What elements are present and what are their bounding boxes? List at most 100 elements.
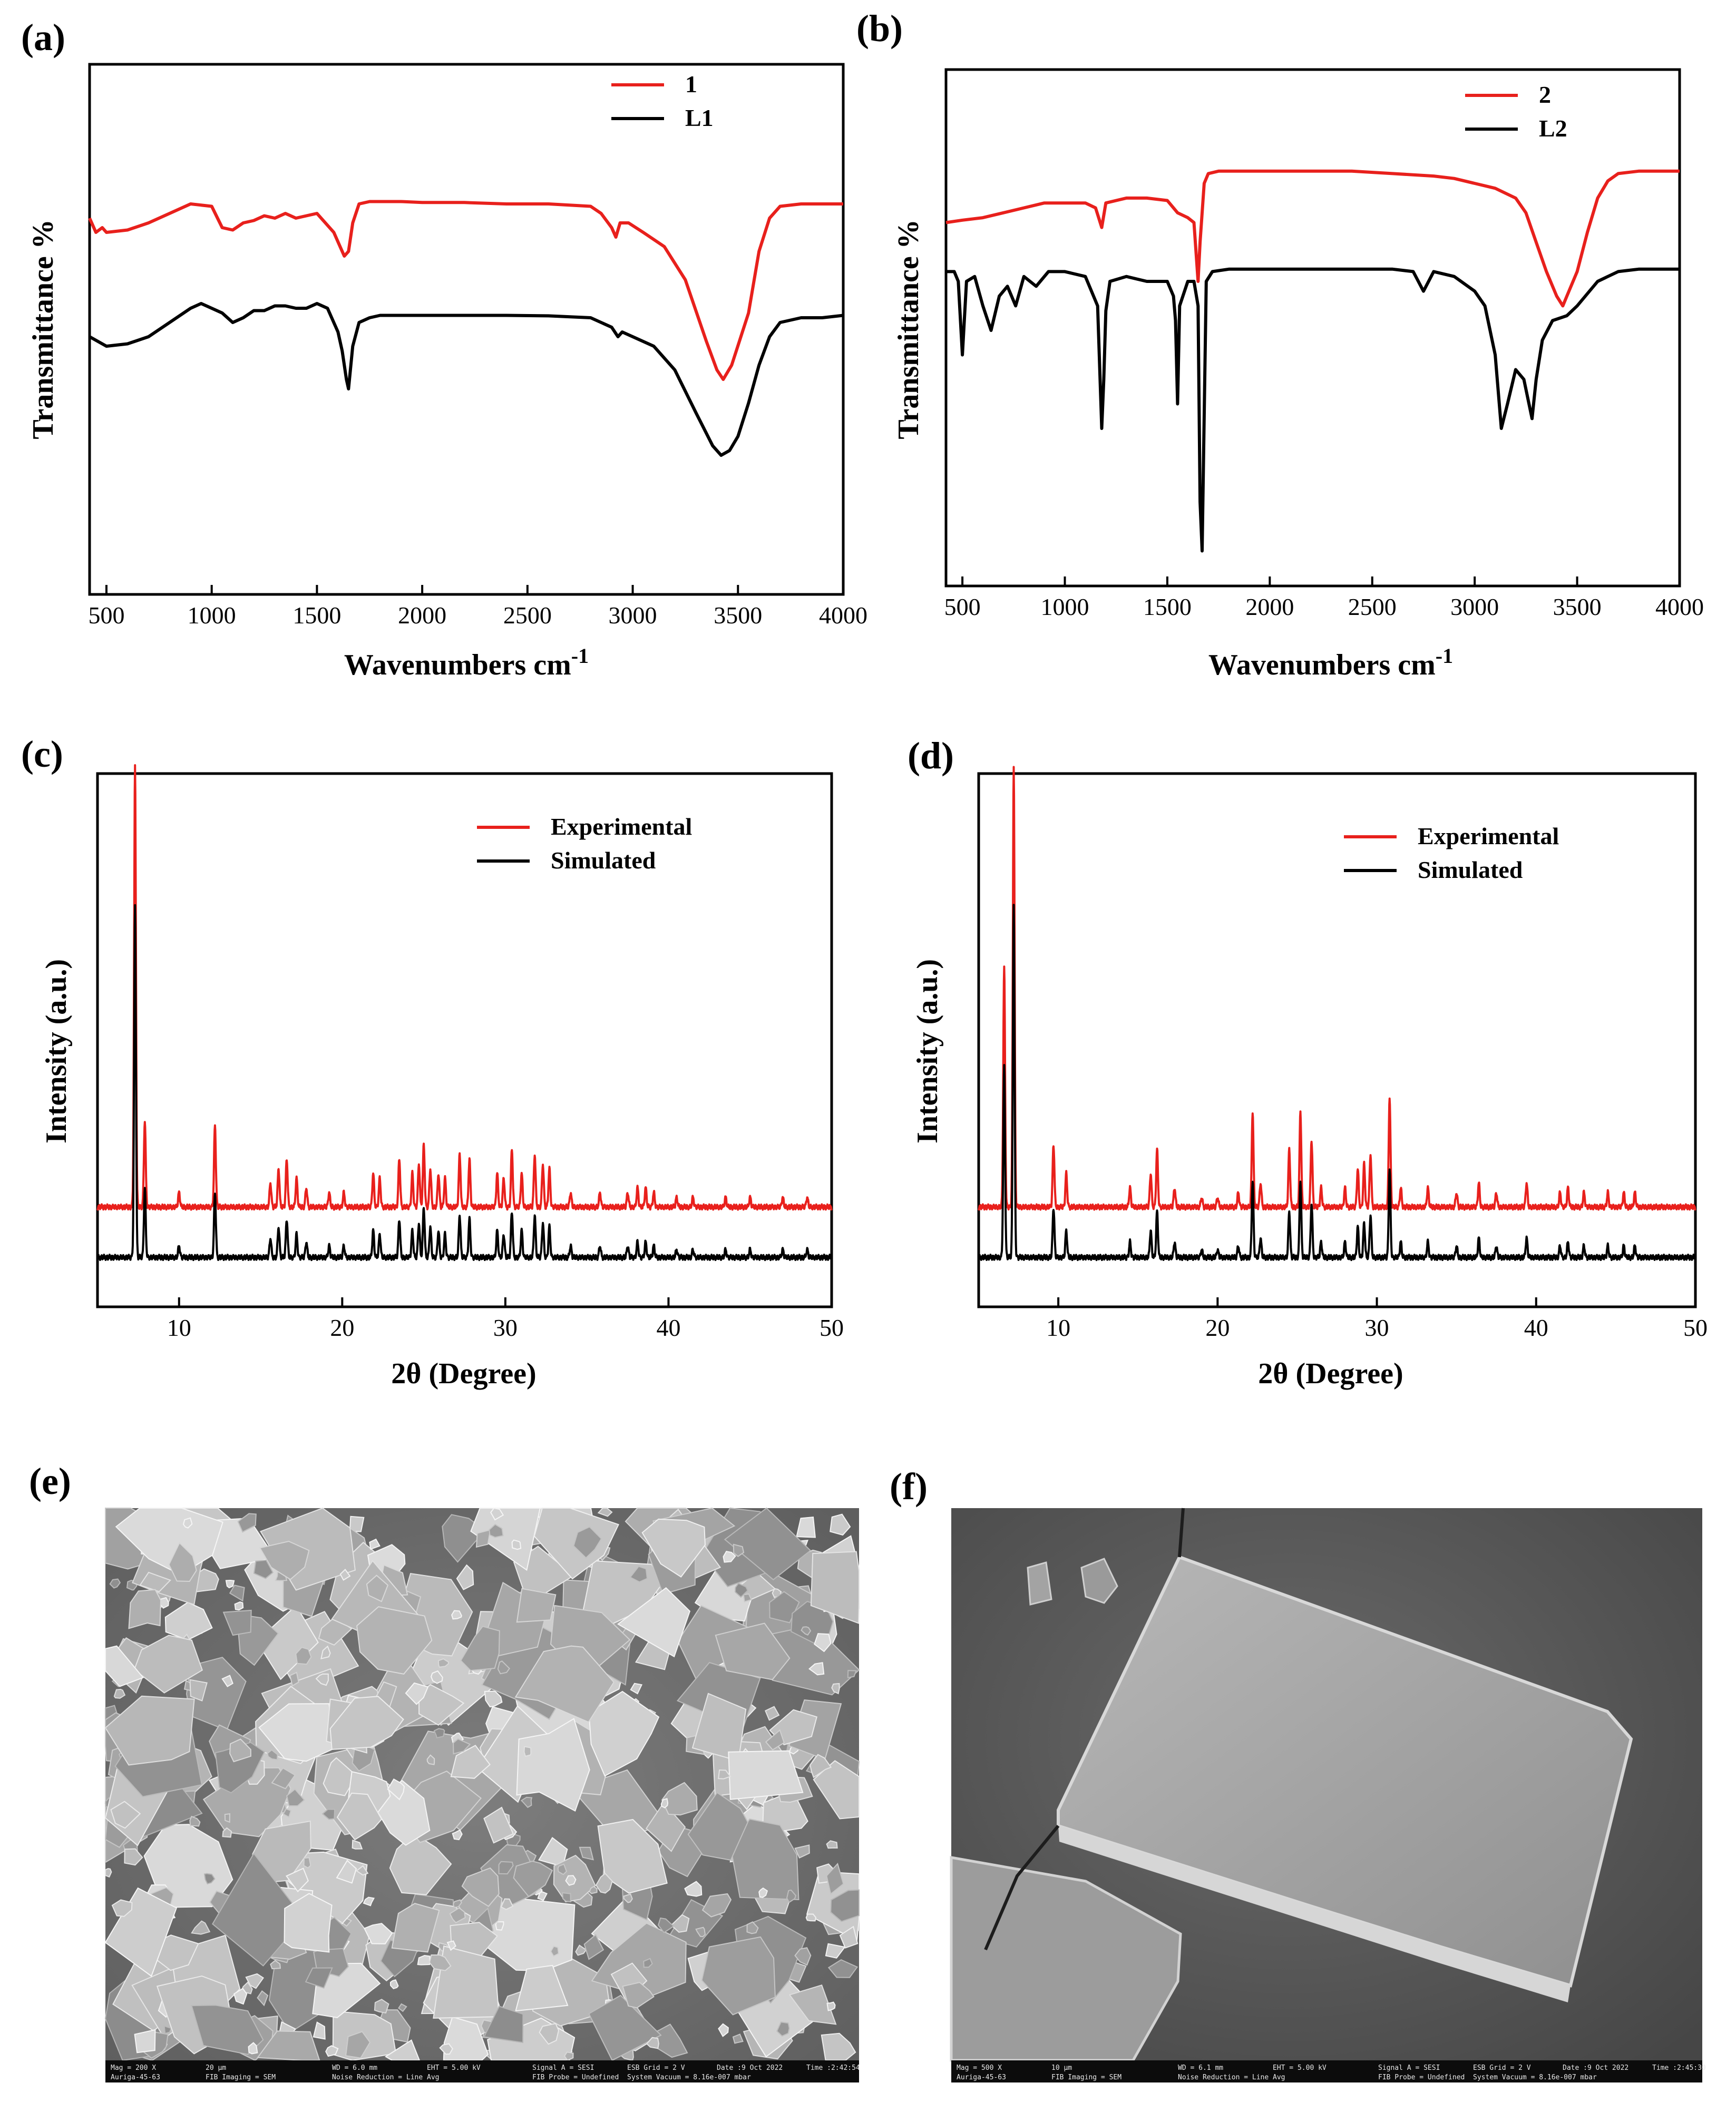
sem-databar-text: Mag = 500 X 10 µm WD = 6.1 mm EHT = 5.00 kV… bbox=[957, 2064, 1706, 2081]
x-tick-label: 50 bbox=[820, 1314, 844, 1341]
crystal-fragment-small bbox=[1027, 1561, 1052, 1606]
crystal-fragment bbox=[489, 1523, 504, 1538]
x-tick-label: 4000 bbox=[1655, 593, 1704, 620]
x-tick-label: 3000 bbox=[1450, 593, 1499, 620]
crystal-fragment bbox=[374, 1999, 389, 2014]
crystal-fragment bbox=[189, 1815, 201, 1827]
crystal-fragment bbox=[336, 1860, 357, 1884]
legend-label: Experimental bbox=[1418, 823, 1559, 849]
crystal-fragment bbox=[786, 1889, 797, 1903]
x-axis-title-main: Wavenumbers cm bbox=[344, 649, 571, 681]
crystal-fragment bbox=[723, 1550, 736, 1563]
legend-label: Simulated bbox=[1418, 856, 1523, 883]
crystal-fragment bbox=[229, 1585, 245, 1602]
sem-databar-item: FIB Probe = Undefined bbox=[532, 2074, 619, 2081]
series-line-simulated bbox=[96, 904, 833, 1262]
x-axis-title: Wavenumbers cm-1 bbox=[1208, 644, 1453, 681]
crystal-fragment bbox=[339, 1568, 351, 1581]
crystal-fragment bbox=[537, 1891, 548, 1901]
sem-databar-item: Date :9 Oct 2022 bbox=[1563, 2064, 1628, 2072]
x-axis-title: 2θ (Degree) bbox=[1258, 1357, 1403, 1390]
crystal-fragment bbox=[233, 1988, 248, 2005]
x-tick-label: 1000 bbox=[188, 602, 236, 629]
crystal-fragment bbox=[268, 1945, 323, 2033]
crystal-fragment bbox=[225, 1579, 235, 1589]
crystal-fragment bbox=[557, 1863, 568, 1875]
sem-databar-item: 10 µm bbox=[1051, 2064, 1072, 2072]
crystal-fragment bbox=[270, 1960, 281, 1970]
crystal-fragment bbox=[284, 1893, 333, 1953]
crystal-fragment bbox=[743, 1593, 753, 1602]
crystal-fragment bbox=[813, 1760, 860, 1820]
legend-label: L2 bbox=[1539, 115, 1567, 142]
crystal-fragment bbox=[830, 1513, 851, 1536]
x-tick-label: 1500 bbox=[1143, 593, 1192, 620]
crystal-fragment bbox=[313, 2021, 326, 2040]
crystal-fragment bbox=[456, 1564, 474, 1590]
crystal-fragment bbox=[579, 1846, 594, 1861]
crystal-fragment bbox=[446, 1940, 456, 1951]
crystal-fragment bbox=[814, 1633, 832, 1653]
crystal-fragment bbox=[788, 1984, 837, 2025]
crystal-fragment bbox=[203, 1873, 216, 1884]
crystal-fragment bbox=[515, 1964, 569, 2012]
crystal-fragment bbox=[451, 1610, 462, 1620]
x-tick-label: 40 bbox=[1524, 1314, 1548, 1341]
crystal-fragment bbox=[461, 1867, 500, 1908]
panel-label-f: (f) bbox=[890, 1465, 928, 1508]
crystal-fragment bbox=[847, 1670, 857, 1678]
sem-databar-item: System Vacuum = 8.16e-007 mbar bbox=[1473, 2074, 1597, 2081]
x-axis-title-superscript: -1 bbox=[1436, 644, 1453, 668]
crystal-fragment bbox=[758, 1887, 768, 1898]
crystal-fragment bbox=[229, 1738, 251, 1763]
crystal-fragment bbox=[498, 1861, 514, 1875]
crystal-fragment bbox=[810, 1754, 832, 1778]
crystal-fragment bbox=[105, 1645, 144, 1687]
series-line-l2 bbox=[946, 267, 1680, 553]
crystal-fragment bbox=[657, 1917, 675, 1933]
crystal-fragment bbox=[597, 1508, 613, 1517]
y-axis-title: Intensity (a.u.) bbox=[40, 959, 73, 1143]
sem-databar-item: Time :2:42:54 bbox=[806, 2064, 860, 2072]
crystal-fragment bbox=[484, 1690, 503, 1708]
crystal-fragment bbox=[124, 1848, 143, 1866]
x-tick-label: 500 bbox=[88, 602, 124, 629]
crystal-fragment bbox=[387, 1778, 405, 1801]
x-tick-label: 10 bbox=[1046, 1314, 1070, 1341]
crystal-fragment bbox=[839, 1925, 859, 1949]
crystal-fragment bbox=[765, 1729, 785, 1751]
crystal-fragment bbox=[550, 1945, 559, 1957]
crystal-fragment bbox=[805, 1913, 817, 1922]
crystal-fragment bbox=[224, 1813, 231, 1823]
sem-databar-item: Date :9 Oct 2022 bbox=[717, 2064, 783, 2072]
crystal-fragment bbox=[715, 1622, 791, 1680]
sem-databar bbox=[951, 2060, 1702, 2082]
crystal-fragment bbox=[234, 1601, 244, 1611]
crystal-fragment bbox=[794, 1947, 812, 1966]
x-tick-label: 20 bbox=[1205, 1314, 1230, 1341]
crystal-fragment bbox=[323, 1757, 357, 1796]
series-lines bbox=[978, 766, 1696, 1262]
crystal-fragment bbox=[214, 1742, 265, 1794]
sem-databar bbox=[105, 2060, 859, 2082]
crystal-fragment bbox=[617, 1587, 691, 1658]
crystal-fragment bbox=[453, 1738, 471, 1755]
crystal-fragment bbox=[724, 1507, 812, 1581]
x-tick-label: 10 bbox=[167, 1314, 191, 1341]
crystal-fragment bbox=[222, 1827, 232, 1838]
crystal-fragment bbox=[643, 1958, 653, 1968]
sem-databar-item: Noise Reduction = Line Avg bbox=[1178, 2074, 1285, 2081]
crystal-fragment bbox=[562, 1892, 571, 1902]
crystal-fragment bbox=[746, 1921, 759, 1934]
panel-label-b: (b) bbox=[856, 7, 903, 50]
crystal-fragment bbox=[257, 1990, 269, 2007]
crystal-fragment bbox=[389, 1979, 399, 1990]
plot-frame bbox=[977, 772, 1697, 1308]
crystal-fragment bbox=[460, 1626, 500, 1671]
crystal-fragment bbox=[808, 1662, 825, 1676]
sem-databar-item: 20 µm bbox=[206, 2064, 226, 2072]
substrate-crack bbox=[984, 1508, 1185, 1951]
crystal-fragment bbox=[728, 1750, 804, 1800]
crystal-fragment bbox=[449, 1907, 466, 1923]
